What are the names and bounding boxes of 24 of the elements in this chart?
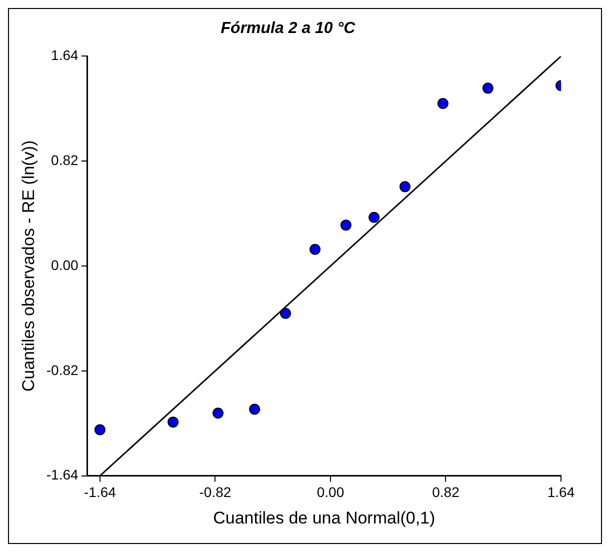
point — [168, 416, 179, 428]
point — [340, 220, 352, 231]
x-axis-title: Cuantiles de una Normal(0,1) — [213, 508, 436, 528]
x-tick-label: 0.00 — [316, 484, 344, 500]
y-tick-label: 1.64 — [51, 47, 79, 64]
point — [280, 308, 291, 319]
y-tick-label: 0.82 — [51, 152, 79, 168]
point — [249, 404, 260, 415]
y-axis-title: Cuantiles observados - RE (ln(v)) — [18, 140, 38, 392]
x-tick-label: 1.64 — [547, 484, 575, 500]
point — [399, 181, 410, 192]
point — [212, 408, 224, 419]
x-tick-label: 0.82 — [432, 484, 460, 500]
x-tick-label: -0.82 — [199, 484, 232, 500]
point — [94, 424, 106, 436]
y-tick-label: -0.82 — [46, 362, 79, 378]
point — [368, 212, 380, 223]
point — [310, 244, 321, 255]
y-tick-label: -1.64 — [46, 466, 79, 483]
x-tick-label: -1.64 — [84, 484, 116, 500]
point — [482, 82, 494, 94]
point — [437, 98, 448, 110]
chart-title: Fórmula 2 a 10 °C — [220, 20, 356, 38]
y-tick-label: 0.00 — [51, 256, 79, 273]
